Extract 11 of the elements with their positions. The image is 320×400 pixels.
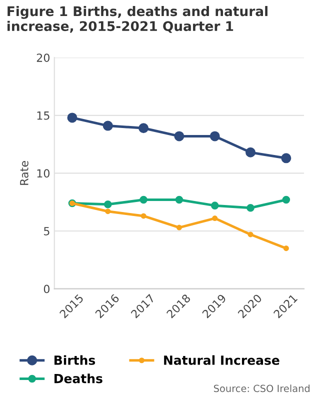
source-note: Source: CSO Ireland <box>214 384 310 392</box>
y-tick-label: 10 <box>37 169 50 178</box>
y-axis-title: Rate <box>20 161 28 185</box>
y-tick-label: 15 <box>37 112 50 120</box>
y-tick-label: 0 <box>44 284 50 294</box>
legend-label: Natural Increase <box>164 355 280 365</box>
legend-label: Births <box>54 355 96 365</box>
chart-title: Figure 1 Births, deaths and natural increase, 2015-2021 Quarter 1 <box>8 6 268 33</box>
legend-label: Deaths <box>54 374 102 384</box>
y-tick-label: 20 <box>36 54 50 62</box>
y-tick-label: 5 <box>44 227 50 236</box>
